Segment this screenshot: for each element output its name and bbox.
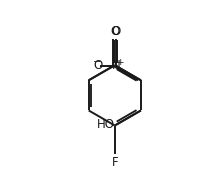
Text: +: + [116, 58, 124, 67]
Text: F: F [112, 156, 118, 169]
Text: N: N [112, 59, 121, 72]
Text: O: O [112, 25, 121, 38]
Text: O: O [93, 59, 102, 72]
Text: HO: HO [97, 118, 115, 131]
Text: −: − [93, 57, 102, 67]
Text: O: O [110, 25, 119, 38]
